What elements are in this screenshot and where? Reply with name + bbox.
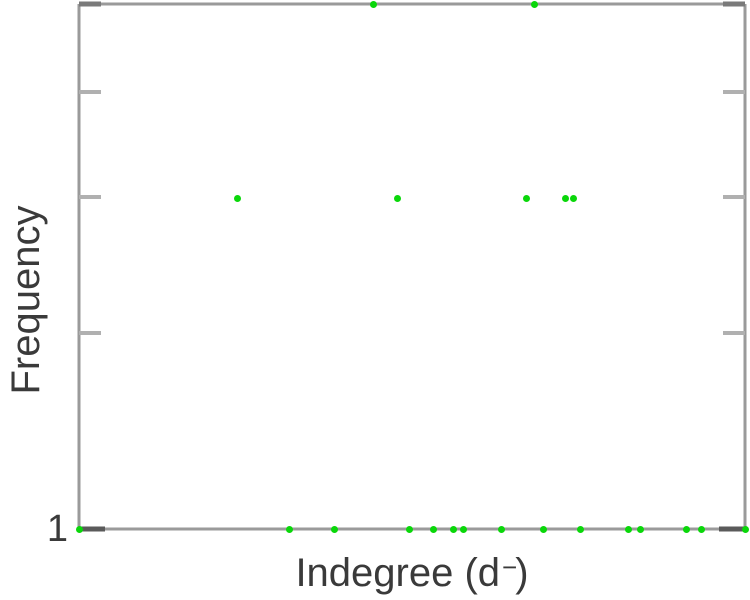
data-point bbox=[682, 525, 690, 533]
y-axis-title-text: Frequency bbox=[3, 205, 48, 395]
axes-frame bbox=[77, 1, 747, 532]
data-point bbox=[522, 194, 530, 202]
data-point bbox=[429, 525, 437, 533]
x-axis-title-superscript: − bbox=[502, 551, 518, 582]
data-point bbox=[576, 525, 584, 533]
x-axis-title-suffix: ) bbox=[515, 550, 529, 595]
y-tick-label-1-text: 1 bbox=[46, 508, 68, 550]
data-point bbox=[405, 525, 413, 533]
data-point bbox=[530, 0, 538, 8]
data-point bbox=[561, 194, 569, 202]
data-point bbox=[449, 525, 457, 533]
data-point bbox=[636, 525, 644, 533]
data-point bbox=[369, 0, 377, 8]
x-axis-title-text: Indegree (d bbox=[295, 550, 501, 595]
data-point bbox=[624, 525, 632, 533]
data-point bbox=[569, 194, 577, 202]
data-point bbox=[539, 525, 547, 533]
data-point bbox=[285, 525, 293, 533]
data-point bbox=[697, 525, 705, 533]
data-point bbox=[459, 525, 467, 533]
data-point bbox=[330, 525, 338, 533]
plot-area bbox=[75, 0, 749, 533]
x-axis-title: Indegree (d −) bbox=[79, 548, 745, 598]
y-tick-label-1: 1 bbox=[20, 508, 68, 551]
data-point bbox=[75, 525, 83, 533]
data-point bbox=[393, 194, 401, 202]
data-point bbox=[497, 525, 505, 533]
data-point bbox=[741, 525, 749, 533]
data-point bbox=[233, 194, 241, 202]
